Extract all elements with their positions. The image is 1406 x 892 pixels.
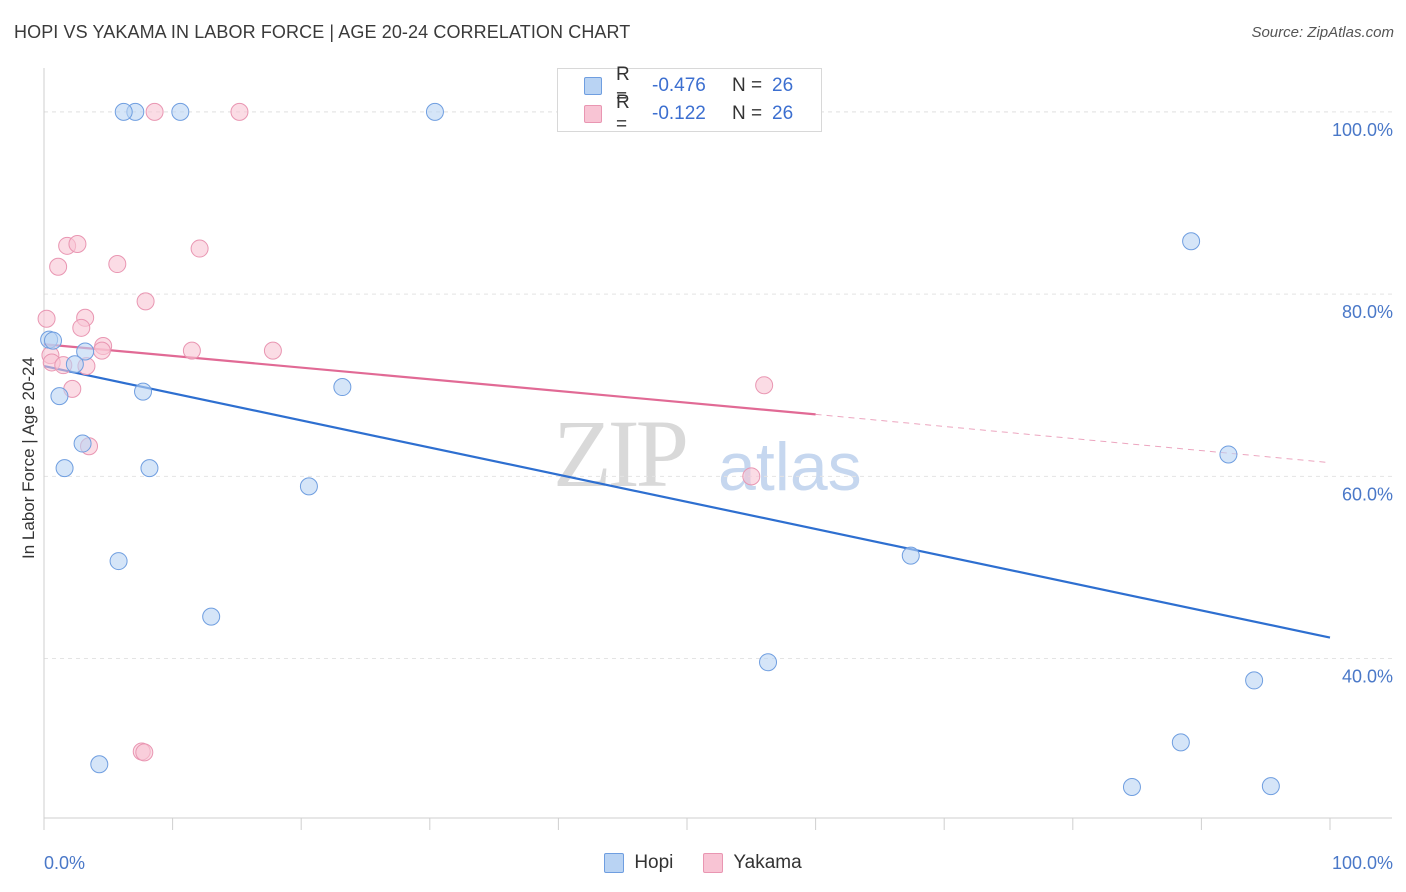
grid-lines	[44, 111, 1392, 660]
yakama-point	[72, 318, 91, 337]
y-tick-labels: 40.0% 60.0% 80.0% 100.0%	[1332, 120, 1393, 687]
hopi-point	[44, 331, 63, 350]
series-legend: Hopi Yakama	[0, 852, 1406, 874]
yakama-point	[190, 239, 209, 258]
yakama-point	[145, 102, 164, 121]
hopi-point	[134, 382, 153, 401]
yakama-point	[263, 341, 282, 360]
hopi-point	[901, 546, 920, 565]
yakama-point	[92, 341, 111, 360]
yakama-trend-line	[43, 343, 816, 416]
hopi-legend-label: Hopi	[634, 852, 674, 873]
legend-item-yakama[interactable]: Yakama	[703, 852, 802, 874]
yakama-swatch	[584, 105, 602, 123]
yakama-point	[108, 255, 127, 274]
trend-lines	[43, 343, 1331, 639]
y-tick-label: 60.0%	[1342, 484, 1393, 504]
watermark-zip: ZIP	[553, 400, 689, 507]
n-label: N =	[732, 75, 763, 96]
y-tick-label: 40.0%	[1342, 667, 1393, 687]
n-label: N =	[732, 103, 763, 124]
hopi-point	[1245, 671, 1264, 690]
hopi-point	[140, 459, 159, 478]
r-label: R =	[616, 92, 630, 135]
hopi-point	[1182, 232, 1201, 251]
hopi-point	[1261, 777, 1280, 796]
chart-title: HOPI VS YAKAMA IN LABOR FORCE | AGE 20-2…	[14, 22, 631, 42]
hopi-point	[299, 477, 318, 496]
yakama-point	[230, 102, 249, 121]
hopi-point	[759, 653, 778, 672]
x-tick-labels: 0.0% 100.0%	[44, 853, 1393, 873]
hopi-point	[114, 102, 133, 121]
yakama-legend-label: Yakama	[733, 852, 802, 873]
axes	[43, 68, 1392, 830]
hopi-trend-line	[43, 365, 1331, 639]
hopi-point	[65, 355, 84, 374]
hopi-point	[109, 552, 128, 571]
x-tick-label-max: 100.0%	[1332, 853, 1393, 873]
stats-legend: R = -0.476 N = 26 R = -0.122 N = 26	[557, 64, 822, 135]
hopi-point	[55, 459, 74, 478]
x-tick-label-min: 0.0%	[44, 853, 85, 873]
yakama-point	[182, 341, 201, 360]
legend-row-yakama: R = -0.122 N = 26	[584, 92, 794, 135]
yakama-point	[68, 235, 87, 253]
r-label: R =	[616, 64, 630, 107]
yakama-point	[136, 292, 155, 311]
data-points	[37, 102, 1280, 797]
hopi-point	[90, 755, 109, 774]
legend-item-hopi[interactable]: Hopi	[604, 852, 673, 874]
source-label: Source: ZipAtlas.com	[1251, 24, 1394, 41]
hopi-legend-swatch	[604, 853, 625, 873]
n-value-yakama: 26	[772, 103, 794, 124]
hopi-point	[1122, 778, 1141, 797]
hopi-swatch	[584, 77, 602, 95]
hopi-point	[1219, 445, 1238, 464]
yakama-legend-swatch	[703, 853, 724, 873]
n-value-hopi: 26	[772, 75, 794, 96]
watermark-atlas: atlas	[718, 429, 862, 505]
yakama-point	[37, 309, 56, 328]
hopi-point	[425, 102, 444, 121]
y-tick-label: 100.0%	[1332, 120, 1393, 140]
hopi-point	[1171, 733, 1190, 752]
y-axis-title: In Labor Force | Age 20-24	[19, 357, 38, 559]
yakama-point	[742, 467, 761, 486]
legend-row-hopi: R = -0.476 N = 26	[584, 64, 794, 107]
yakama-point	[49, 257, 68, 276]
hopi-point	[171, 102, 190, 121]
hopi-point	[333, 378, 352, 397]
r-value-yakama: -0.122	[652, 103, 706, 124]
y-tick-label: 80.0%	[1342, 302, 1393, 322]
hopi-point	[202, 607, 221, 626]
hopi-point	[76, 342, 95, 361]
yakama-point	[755, 376, 774, 395]
r-value-hopi: -0.476	[652, 75, 706, 96]
yakama-point	[135, 743, 154, 762]
hopi-point	[73, 434, 92, 453]
yakama-trend-extension	[815, 413, 1331, 464]
hopi-point	[50, 387, 69, 406]
